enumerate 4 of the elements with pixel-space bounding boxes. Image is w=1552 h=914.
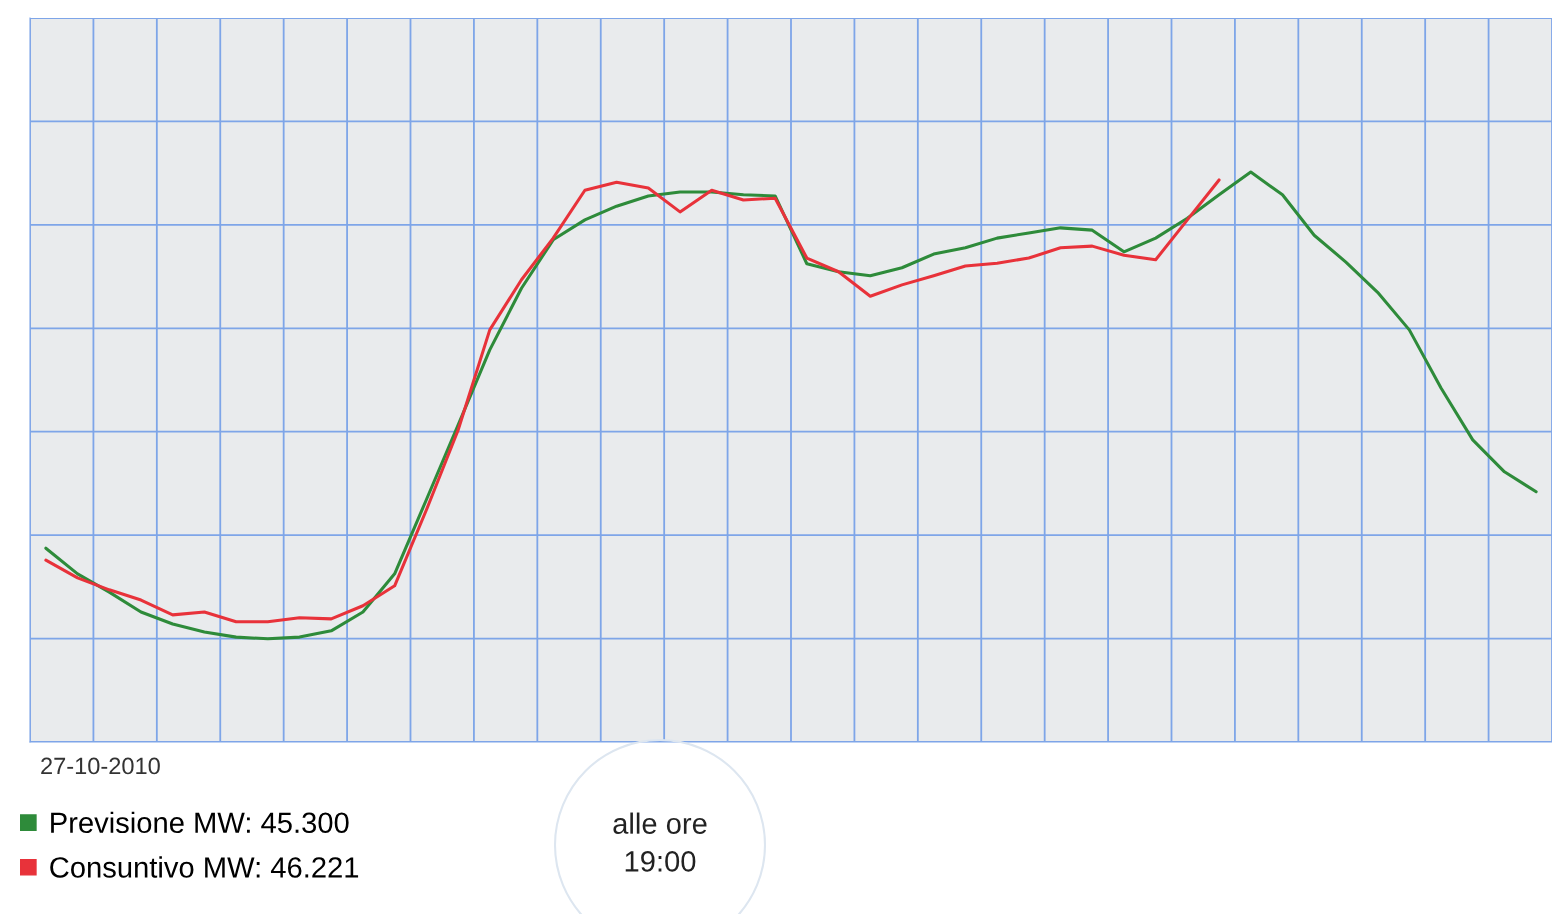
legend-label: Previsione MW: 45.300 <box>51 811 349 834</box>
legend-label: Consuntivo MW: 46.221 <box>50 856 359 878</box>
text: 27-10-2010 <box>41 757 160 775</box>
text: alle ore 19:00 <box>613 812 707 872</box>
